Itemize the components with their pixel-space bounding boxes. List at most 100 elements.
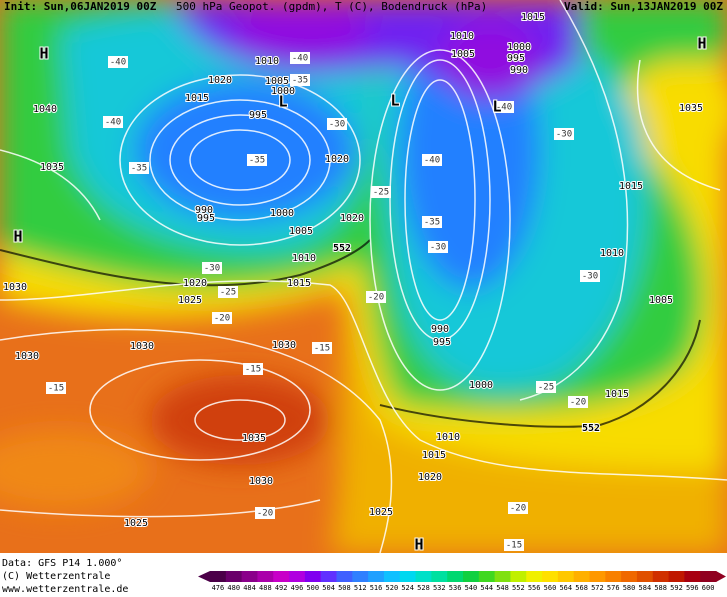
temperature-label-box — [422, 154, 442, 166]
pressure-label: 1010 — [600, 248, 624, 259]
pressure-label: 1035 — [242, 433, 266, 444]
scale-label: 584 — [639, 584, 652, 592]
scale-swatch — [257, 571, 274, 582]
scale-swatch — [700, 571, 717, 582]
temperature-label: -15 — [506, 541, 522, 551]
temperature-label: -30 — [556, 130, 572, 140]
pressure-label: 1040 — [33, 104, 57, 115]
scale-label: 596 — [686, 584, 699, 592]
temperature-label-box — [290, 74, 310, 86]
temperature-label-box — [536, 381, 556, 393]
temperature-label-box — [504, 539, 524, 551]
pressure-label: 1010 — [450, 31, 474, 42]
pressure-label: 1020 — [418, 472, 442, 483]
pressure-label: 995 — [197, 213, 215, 224]
pressure-label: 995 — [433, 337, 451, 348]
scale-label: 528 — [417, 584, 430, 592]
pressure-center: L — [278, 93, 287, 111]
scale-label: 600 — [702, 584, 715, 592]
pressure-label: 1005 — [265, 76, 289, 87]
pressure-label: 1035 — [40, 162, 64, 173]
scale-label: 524 — [401, 584, 414, 592]
header-valid: Valid: Sun,13JAN2019 00Z — [564, 0, 723, 13]
pressure-label: 1020 — [340, 213, 364, 224]
scale-label: 492 — [275, 584, 288, 592]
temperature-label: -25 — [538, 383, 554, 393]
pressure-label: 1000 — [469, 380, 493, 391]
scale-label: 556 — [528, 584, 541, 592]
pressure-label: 1005 — [649, 295, 673, 306]
scale-label: 552 — [512, 584, 525, 592]
scale-label: 580 — [623, 584, 636, 592]
temperature-label: -40 — [105, 118, 121, 128]
pressure-label: 1010 — [436, 432, 460, 443]
temperature-label: -20 — [257, 509, 273, 519]
temperature-label-box — [129, 162, 149, 174]
header-init: Init: Sun,06JAN2019 00Z — [4, 0, 157, 13]
scale-label: 488 — [259, 584, 272, 592]
footer-line: Data: GFS P14 1.000° — [2, 558, 122, 569]
scale-swatch — [289, 571, 306, 582]
scale-swatch — [320, 571, 337, 582]
pressure-label: 1025 — [178, 295, 202, 306]
temperature-label: -20 — [214, 314, 230, 324]
temperature-label: -40 — [110, 58, 126, 68]
scale-swatch — [399, 571, 417, 582]
scale-swatch — [431, 571, 448, 582]
scale-label: 480 — [227, 584, 240, 592]
scale-label: 540 — [465, 584, 478, 592]
pressure-label: 1000 — [271, 86, 295, 97]
temperature-label: -25 — [220, 288, 236, 298]
scale-swatch — [510, 571, 527, 582]
pressure-label: 1000 — [507, 42, 531, 53]
temperature-label-box — [312, 342, 332, 354]
scale-swatch — [241, 571, 258, 582]
scale-swatch — [304, 571, 322, 582]
scale-label: 500 — [306, 584, 319, 592]
scale-swatch — [383, 571, 401, 582]
pressure-label: 1020 — [183, 278, 207, 289]
pressure-label: 1030 — [249, 476, 273, 487]
temperature-label-box — [108, 56, 128, 68]
scale-swatch — [447, 571, 464, 582]
scale-label: 532 — [433, 584, 446, 592]
temperature-label-box — [103, 116, 123, 128]
scale-label: 592 — [670, 584, 683, 592]
scale-swatch — [210, 571, 227, 582]
temperature-label-box — [202, 262, 222, 274]
pressure-center: L — [492, 98, 501, 116]
pressure-label: 995 — [507, 53, 525, 64]
thickness-label: 552 — [582, 423, 600, 434]
pressure-center: H — [13, 228, 22, 246]
temperature-label: -35 — [131, 164, 147, 174]
temperature-label-box — [290, 52, 310, 64]
color-scale: 476 480 484 488 492 496 500 504 508 512 516 520 524 5… — [198, 571, 726, 592]
pressure-label: 1015 — [605, 389, 629, 400]
pressure-label: 1025 — [124, 518, 148, 529]
pressure-label: 1015 — [185, 93, 209, 104]
scale-swatch — [273, 571, 290, 582]
pressure-center: H — [697, 35, 706, 53]
temperature-label-box — [218, 286, 238, 298]
scale-swatch — [684, 571, 701, 582]
temperature-label-box — [580, 270, 600, 282]
scale-swatch — [636, 571, 654, 582]
pressure-label: 1025 — [369, 507, 393, 518]
isobars — [0, 0, 727, 553]
pressure-label: 1030 — [3, 282, 27, 293]
scale-label: 504 — [322, 584, 335, 592]
scale-label: 544 — [480, 584, 493, 592]
pressure-label: 1015 — [422, 450, 446, 461]
scale-arrow — [716, 571, 726, 582]
temperature-label: -40 — [496, 103, 512, 113]
scale-swatch — [557, 571, 575, 582]
pressure-label: 1010 — [292, 253, 316, 264]
scale-label: 560 — [544, 584, 557, 592]
temperature-label: -30 — [582, 272, 598, 282]
temperature-label-box — [255, 507, 275, 519]
pressure-label: 990 — [510, 65, 528, 76]
pressure-label: 1005 — [289, 226, 313, 237]
pressure-center: L — [390, 92, 399, 110]
